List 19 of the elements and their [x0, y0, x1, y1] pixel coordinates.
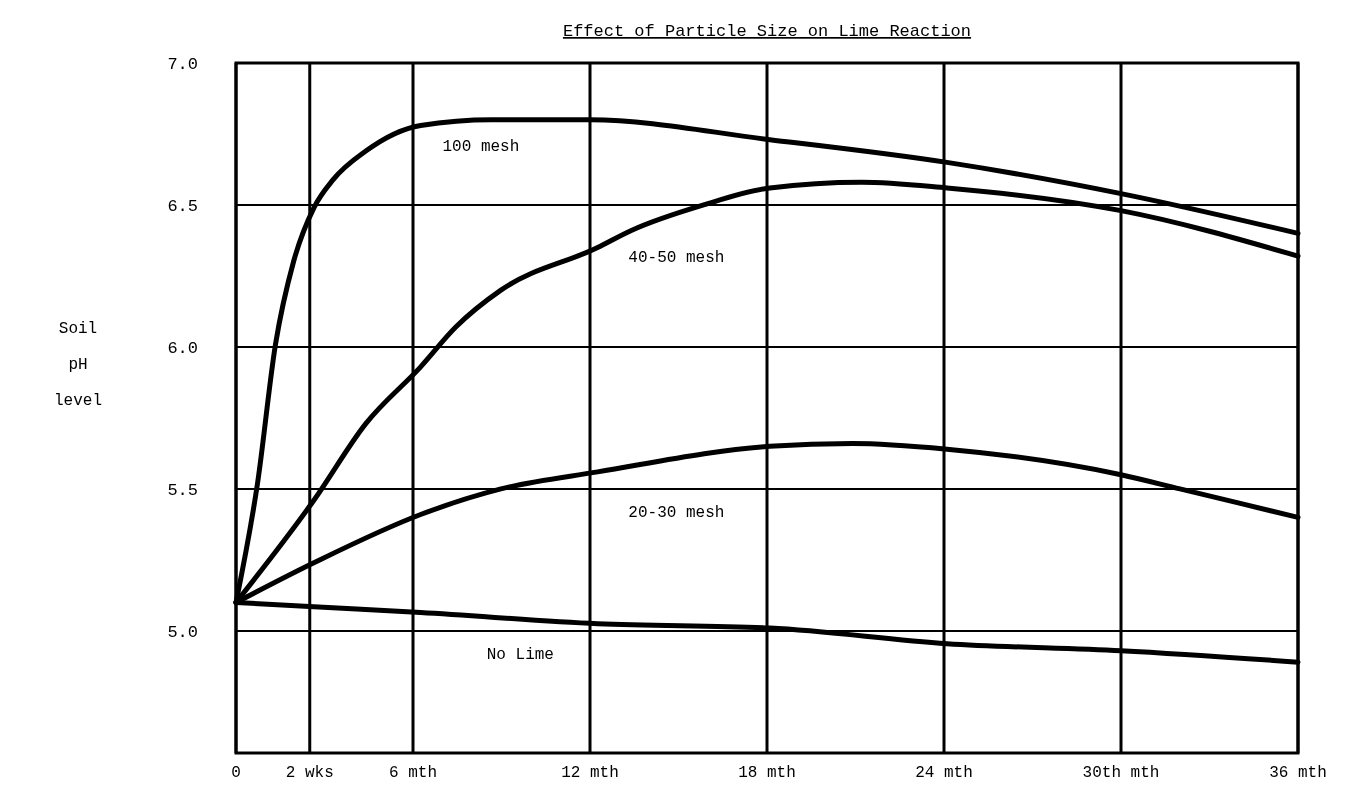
series-label: 100 mesh	[442, 138, 520, 157]
x-tick-label: 18 mth	[738, 764, 796, 782]
y-tick-label: 7.0	[167, 54, 198, 74]
y-tick-label: 6.5	[167, 196, 198, 216]
y-tick-label: 6.0	[167, 338, 198, 358]
y-tick-label: 5.5	[167, 480, 198, 500]
x-tick-label: 2 wks	[285, 764, 334, 782]
series-label: 40-50 mesh	[628, 248, 725, 267]
text: 20-30 mesh	[628, 504, 725, 523]
series-label: No Lime	[486, 646, 554, 665]
y-axis-title: Soil pH level	[53, 319, 103, 410]
y-tick-label: 5.0	[167, 622, 198, 642]
x-tick-label: 24 mth	[915, 764, 973, 782]
chart-title: Effect of Particle Size on Lime Reaction	[562, 22, 972, 41]
x-tick-label: 0	[231, 764, 241, 782]
x-tick-label: 12 mth	[561, 764, 619, 782]
x-tick-label: 30th mth	[1082, 764, 1160, 782]
x-tick-label: 6 mth	[388, 764, 438, 782]
x-tick-label: 36 mth	[1269, 764, 1327, 782]
